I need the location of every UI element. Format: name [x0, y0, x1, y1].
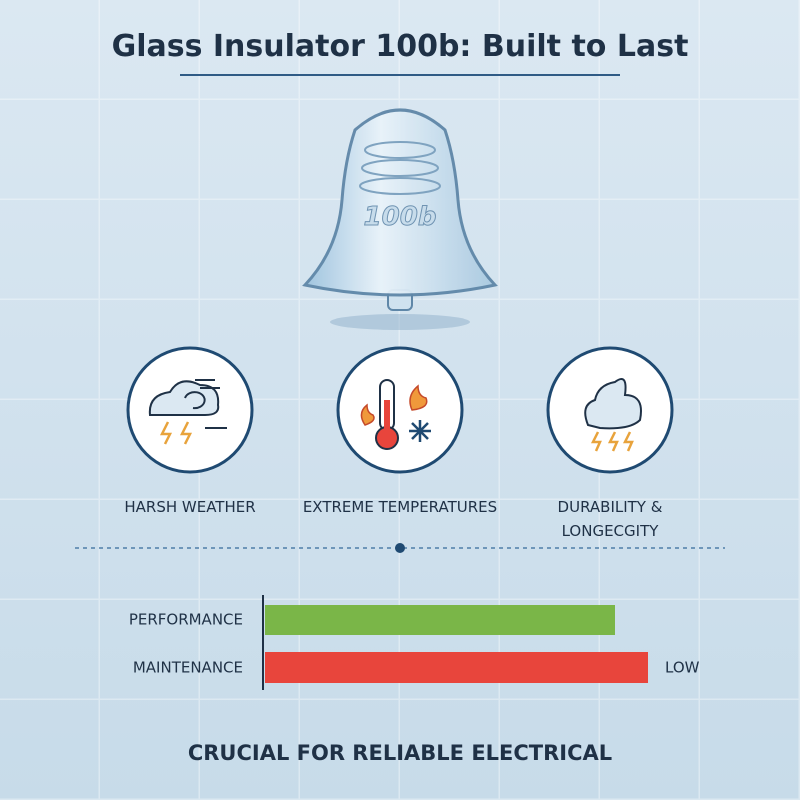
divider-dot [395, 543, 405, 553]
feature-icons [126, 346, 674, 474]
title: Glass Insulator 100b: Built to Last [112, 29, 689, 64]
footer-text: CRUCIAL FOR RELIABLE ELECTRICAL [188, 741, 612, 765]
row-note: LOW [665, 659, 700, 677]
feature-labels: HARSH WEATHER EXTREME TEMPERATURES DURABIL… [124, 498, 662, 540]
row-label: MAINTENANCE [133, 659, 243, 677]
feature-label: LONGECGITY [562, 522, 660, 540]
maintenance-bar [265, 652, 648, 683]
feature-label: DURABILITY & [558, 498, 663, 516]
insulator-illustration: 100b [302, 108, 498, 330]
row-label: PERFORMANCE [129, 611, 243, 629]
insulator-label: 100b [364, 202, 437, 232]
feature-label: HARSH WEATHER [124, 498, 255, 516]
performance-bar [265, 605, 615, 635]
feature-label: EXTREME TEMPERATURES [303, 498, 497, 516]
